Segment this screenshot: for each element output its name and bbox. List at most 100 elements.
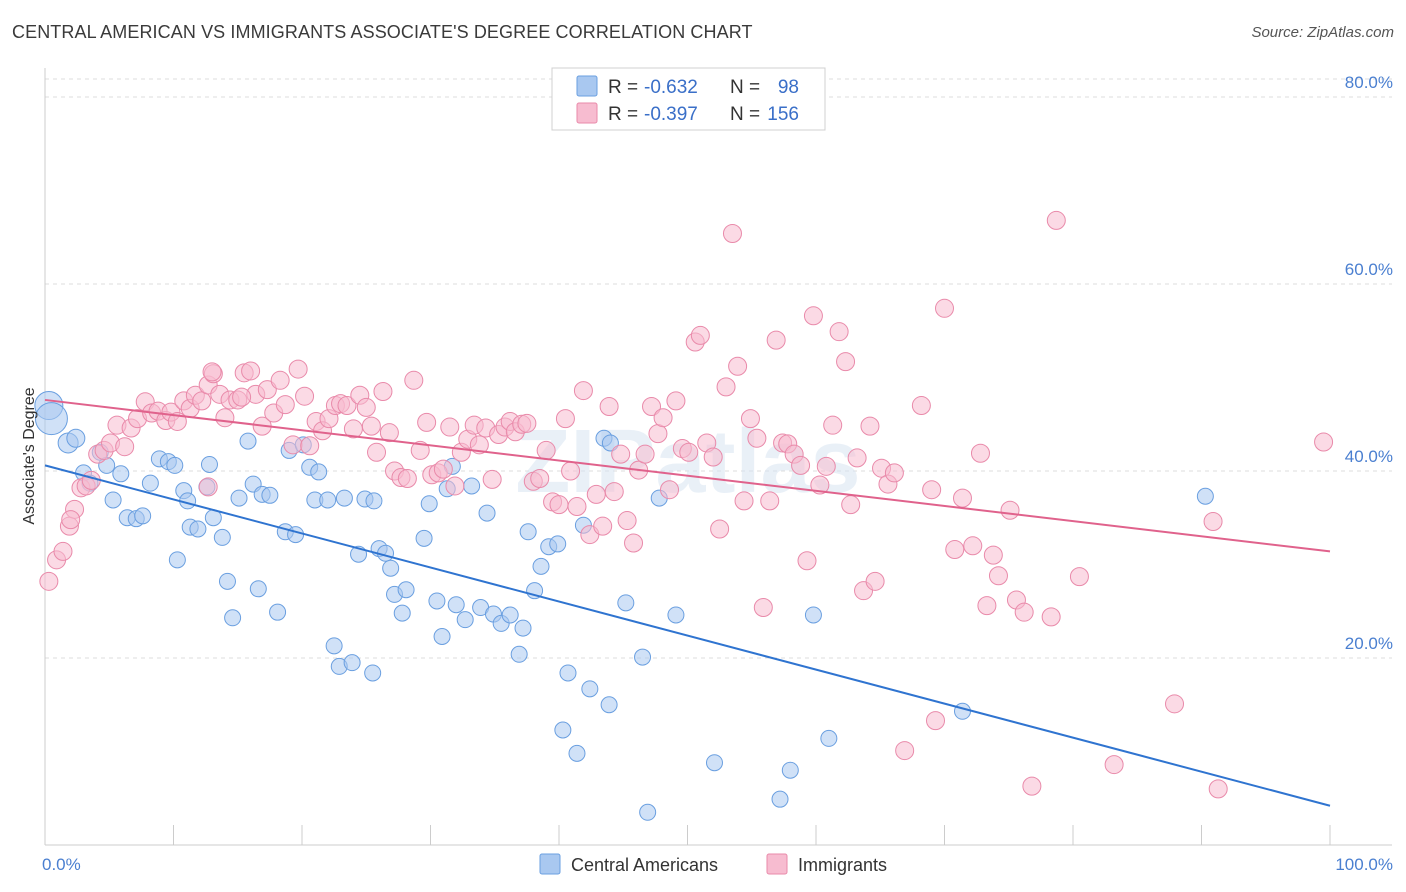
central-americans-point xyxy=(447,596,465,614)
immigrants-point xyxy=(1041,607,1061,627)
immigrants-point xyxy=(679,442,699,462)
central-americans-point xyxy=(141,474,159,492)
immigrants-point xyxy=(517,413,537,433)
immigrants-point xyxy=(567,497,587,517)
immigrants-point xyxy=(690,325,710,345)
immigrants-point xyxy=(555,409,575,429)
immigrants-point xyxy=(911,396,931,416)
immigrants-point xyxy=(288,359,308,379)
immigrants-point xyxy=(275,395,295,415)
legend-n-value: 98 xyxy=(778,77,799,98)
central-americans-point xyxy=(532,557,550,575)
central-americans-point xyxy=(66,428,86,448)
central-americans-point xyxy=(820,729,838,747)
central-americans-point xyxy=(463,477,481,495)
immigrants-point xyxy=(379,423,399,443)
legend-n-label: N = xyxy=(730,104,760,125)
immigrants-point xyxy=(241,361,261,381)
immigrants-point xyxy=(61,510,81,530)
immigrants-point xyxy=(895,741,915,761)
central-americans-trend-line xyxy=(44,464,1331,807)
legend-r-label: R = xyxy=(608,77,638,98)
central-americans-point xyxy=(510,645,528,663)
immigrants-point xyxy=(257,380,277,400)
y-tick-label: 20.0% xyxy=(1345,634,1393,653)
immigrants-point xyxy=(648,424,668,444)
central-americans-point xyxy=(667,606,685,624)
central-americans-point xyxy=(335,489,353,507)
central-americans-point xyxy=(310,463,328,481)
central-americans-point xyxy=(365,492,383,510)
immigrants-point xyxy=(816,456,836,476)
immigrants-point xyxy=(653,408,673,428)
immigrants-point xyxy=(710,519,730,539)
immigrants-trend-line xyxy=(44,398,1331,553)
central-americans-point xyxy=(953,702,971,720)
central-americans-point xyxy=(601,434,619,452)
immigrants-point xyxy=(797,551,817,571)
x-tick-label: 100.0% xyxy=(1335,855,1393,874)
immigrants-point xyxy=(703,447,723,467)
immigrants-point xyxy=(586,484,606,504)
immigrants-point xyxy=(295,386,315,406)
immigrants-point xyxy=(935,298,954,318)
immigrants-point xyxy=(1069,567,1089,587)
central-americans-point xyxy=(568,744,586,762)
central-americans-point xyxy=(501,606,519,624)
immigrants-point xyxy=(952,488,972,508)
immigrants-point xyxy=(361,416,381,436)
immigrants-point xyxy=(404,370,424,390)
immigrants-point xyxy=(417,412,437,432)
central-americans-point xyxy=(804,606,822,624)
bottom-legend-label-immigrants: Immigrants xyxy=(798,855,887,875)
central-americans-point xyxy=(771,790,789,808)
immigrants-point xyxy=(810,475,830,495)
immigrants-point xyxy=(599,396,619,416)
central-americans-point xyxy=(433,627,451,645)
immigrants-point xyxy=(945,540,965,560)
immigrants-point xyxy=(337,396,357,416)
immigrants-point xyxy=(766,330,786,350)
immigrants-point xyxy=(734,491,754,511)
trend-lines xyxy=(44,398,1331,807)
immigrants-point xyxy=(823,415,843,435)
chart-title: CENTRAL AMERICAN VS IMMIGRANTS ASSOCIATE… xyxy=(12,22,753,42)
immigrants-point xyxy=(617,511,637,531)
immigrants-point xyxy=(963,536,983,556)
legend-r-value: -0.397 xyxy=(644,104,698,125)
immigrants-point xyxy=(1022,776,1042,796)
y-tick-label: 40.0% xyxy=(1345,447,1393,466)
central-americans-point xyxy=(420,495,438,513)
central-americans-point xyxy=(397,581,415,599)
immigrants-point xyxy=(433,459,453,479)
immigrants-point xyxy=(660,480,680,500)
immigrants-point xyxy=(753,598,773,618)
immigrants-point xyxy=(283,435,303,455)
immigrants-point xyxy=(922,480,942,500)
immigrants-point xyxy=(722,224,742,244)
central-americans-point xyxy=(34,402,68,436)
central-americans-point xyxy=(269,603,287,621)
central-americans-point xyxy=(705,754,723,772)
immigrants-point xyxy=(926,711,946,731)
central-americans-point xyxy=(617,594,635,612)
immigrants-point xyxy=(740,409,760,429)
series-legend: Central Americans Immigrants xyxy=(539,853,887,875)
immigrants-point xyxy=(1000,500,1020,520)
immigrants-point xyxy=(440,417,460,437)
immigrants-point xyxy=(561,461,581,481)
immigrants-point xyxy=(983,545,1003,565)
central-americans-point xyxy=(478,504,496,522)
data-points xyxy=(34,210,1334,821)
immigrants-point xyxy=(53,541,73,561)
central-americans-point xyxy=(112,465,130,483)
central-americans-point xyxy=(319,491,337,509)
immigrants-point xyxy=(469,435,489,455)
central-americans-point xyxy=(249,580,267,598)
immigrants-point xyxy=(593,516,613,536)
central-americans-point xyxy=(218,572,236,590)
immigrants-point xyxy=(635,444,655,464)
immigrants-point xyxy=(1165,694,1185,714)
immigrants-point xyxy=(1046,210,1066,230)
